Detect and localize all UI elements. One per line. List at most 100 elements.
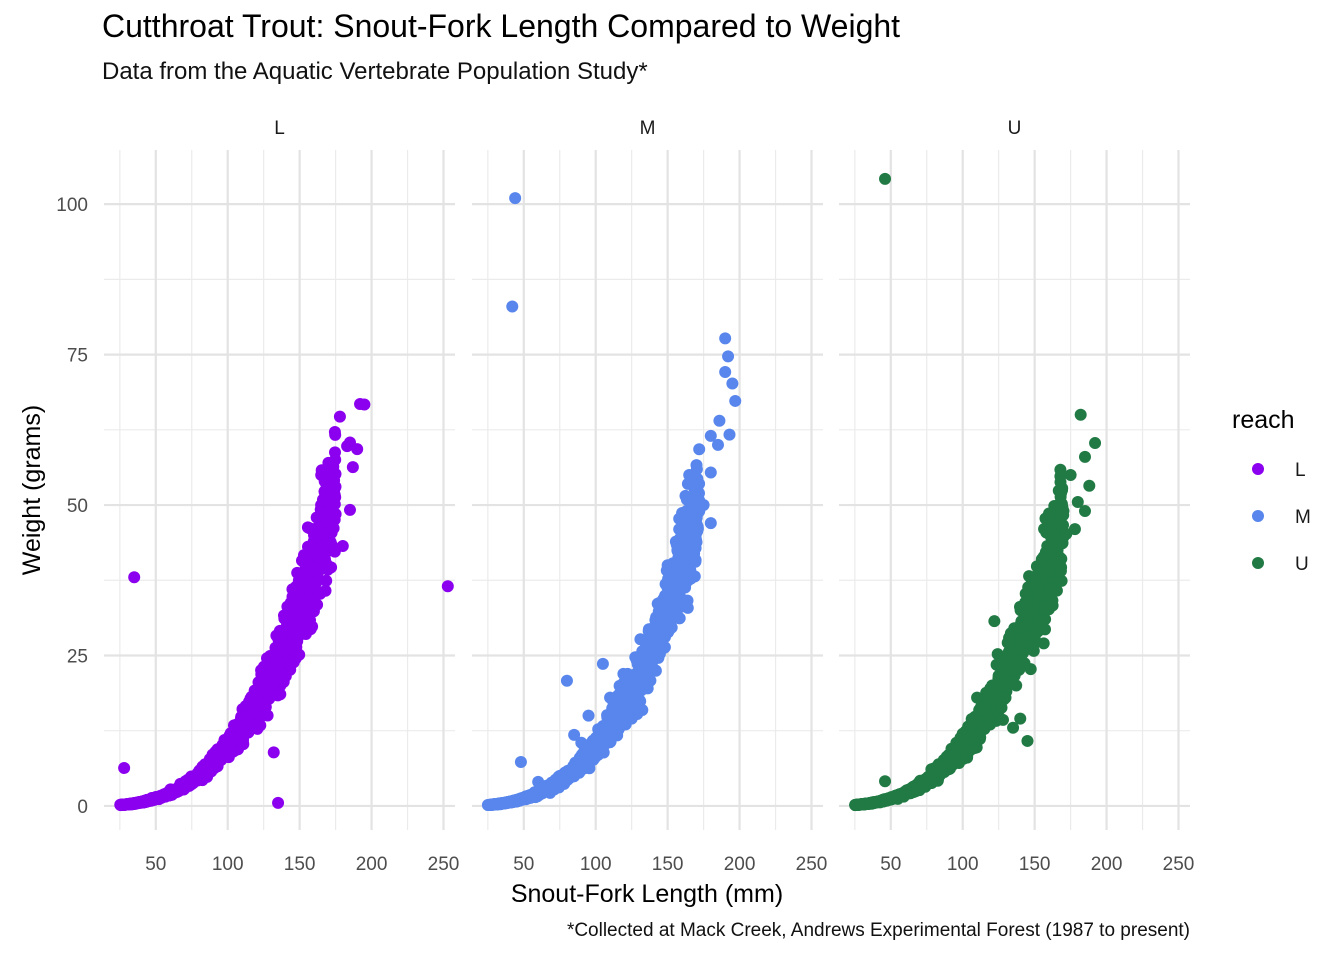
data-point [124, 797, 137, 810]
data-point [723, 428, 736, 441]
data-point [605, 724, 617, 737]
x-tick-label: 200 [1091, 854, 1123, 875]
data-point [879, 172, 892, 185]
data-point [1078, 505, 1091, 518]
x-tick-label: 250 [428, 854, 460, 875]
data-point [647, 622, 660, 634]
data-point [209, 751, 221, 764]
data-point [341, 440, 354, 453]
legend-label: U [1295, 554, 1309, 575]
data-point [493, 797, 506, 810]
data-point [978, 722, 991, 735]
y-tick-label: 100 [56, 195, 88, 216]
data-point [1006, 663, 1019, 676]
data-point [726, 377, 739, 390]
facet-label: L [274, 118, 285, 139]
legend-title: reach [1232, 406, 1295, 434]
data-point [1035, 553, 1048, 566]
data-point [315, 468, 328, 481]
chart-caption: *Collected at Mack Creek, Andrews Experi… [566, 920, 1190, 941]
data-point [693, 505, 706, 518]
data-point [1054, 565, 1067, 577]
data-point [329, 508, 342, 521]
data-point [316, 540, 329, 553]
data-point [1060, 527, 1073, 540]
facet-label: U [1008, 118, 1022, 139]
data-point [661, 578, 673, 591]
data-point [996, 713, 1009, 726]
data-point [297, 608, 310, 621]
data-point [1032, 585, 1045, 598]
chart-subtitle: Data from the Aquatic Vertebrate Populat… [102, 58, 648, 85]
x-axis-label: Snout-Fork Length (mm) [511, 880, 783, 908]
data-point [948, 752, 961, 765]
legend-key [1252, 463, 1264, 475]
x-tick-label: 250 [796, 854, 828, 875]
data-point [232, 733, 245, 746]
data-point [1064, 468, 1077, 481]
data-point [669, 595, 682, 608]
data-point [713, 414, 726, 427]
data-point [269, 653, 282, 666]
data-point [660, 613, 673, 626]
data-point [632, 698, 645, 711]
data-point [988, 686, 1001, 699]
data-point [704, 517, 717, 530]
data-point [971, 691, 984, 704]
data-point [506, 300, 519, 313]
y-tick-label: 75 [67, 346, 88, 367]
data-point [625, 712, 638, 725]
data-point [277, 645, 290, 658]
y-tick-label: 0 [77, 797, 88, 818]
data-point [271, 689, 284, 702]
data-point [346, 461, 359, 474]
data-point [1043, 583, 1056, 596]
data-point [266, 666, 279, 679]
data-point [287, 626, 300, 639]
data-point [582, 709, 595, 722]
data-point [441, 580, 454, 593]
data-point [1042, 603, 1055, 616]
x-tick-label: 150 [652, 854, 684, 875]
data-point [1021, 618, 1034, 631]
data-point [573, 760, 586, 773]
x-tick-label: 200 [724, 854, 756, 875]
x-tick-label: 150 [1019, 854, 1051, 875]
data-point [286, 583, 299, 596]
data-point [509, 192, 522, 205]
data-point [336, 539, 349, 552]
data-point [303, 566, 315, 579]
data-point [719, 366, 732, 379]
data-point [283, 599, 296, 612]
data-point [722, 350, 735, 363]
data-point [358, 398, 371, 411]
y-tick-label: 25 [67, 646, 88, 667]
data-point [575, 736, 588, 749]
data-point [661, 559, 674, 572]
data-point [1054, 463, 1067, 476]
data-point [651, 633, 664, 646]
data-point [1035, 623, 1048, 636]
legend-key [1252, 557, 1264, 569]
data-point [978, 703, 991, 716]
data-point [618, 689, 631, 702]
data-point [1078, 450, 1091, 463]
data-point [854, 798, 867, 811]
data-point [322, 480, 335, 493]
data-point [711, 438, 724, 451]
data-point [118, 762, 131, 775]
data-point [1013, 643, 1026, 656]
data-point [596, 657, 609, 670]
data-point [273, 627, 286, 640]
data-point [327, 522, 340, 535]
data-point [191, 767, 204, 780]
data-point [292, 574, 305, 587]
x-tick-label: 50 [513, 854, 534, 875]
data-point [137, 795, 150, 808]
x-tick-label: 100 [947, 854, 979, 875]
legend-label: M [1295, 507, 1311, 528]
legend-key [1252, 510, 1264, 522]
data-point [250, 691, 263, 704]
data-point [880, 794, 893, 807]
